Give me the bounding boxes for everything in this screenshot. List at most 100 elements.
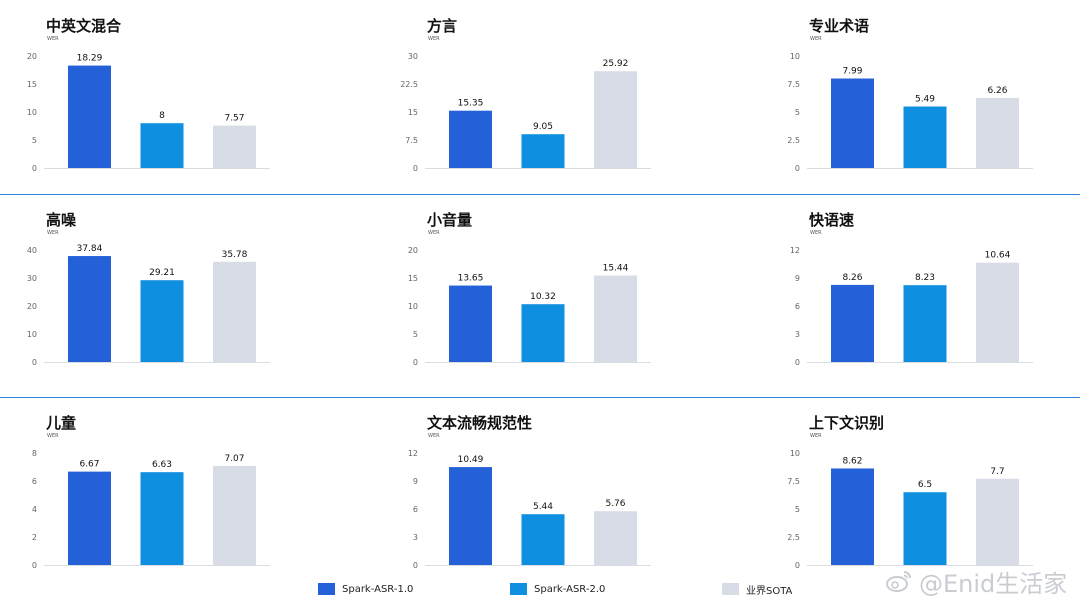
data-label: 10.32 bbox=[530, 292, 556, 302]
bar bbox=[594, 511, 637, 565]
data-label: 13.65 bbox=[458, 274, 484, 284]
data-label: 7.57 bbox=[224, 114, 244, 124]
y-tick-label: 0 bbox=[795, 358, 800, 367]
watermark: @Enid生活家 bbox=[885, 566, 1068, 598]
y-tick-label: 10 bbox=[790, 52, 800, 61]
chart-title: 上下文识别 bbox=[809, 414, 884, 432]
y-tick-label: 20 bbox=[27, 52, 37, 61]
chart-title: 小音量 bbox=[427, 211, 472, 229]
y-tick-label: 8 bbox=[32, 449, 37, 458]
chart-title: 中英文混合 bbox=[46, 17, 122, 35]
y-tick-label: 2 bbox=[32, 533, 37, 542]
bar bbox=[213, 466, 256, 565]
y-tick-label: 4 bbox=[32, 505, 37, 514]
y-tick-label: 30 bbox=[408, 52, 418, 61]
y-tick-label: 40 bbox=[27, 246, 37, 255]
data-label: 29.21 bbox=[149, 268, 175, 278]
y-tick-label: 20 bbox=[27, 302, 37, 311]
bar bbox=[68, 471, 111, 565]
y-tick-label: 15 bbox=[27, 80, 37, 89]
data-label: 15.44 bbox=[603, 264, 629, 274]
legend-label: Spark-ASR-2.0 bbox=[534, 583, 606, 595]
data-label: 8 bbox=[159, 111, 165, 121]
y-tick-label: 5 bbox=[795, 108, 800, 117]
bar bbox=[903, 106, 947, 168]
data-label: 8.26 bbox=[842, 273, 862, 283]
legend-label: Spark-ASR-1.0 bbox=[342, 583, 414, 595]
bar bbox=[976, 262, 1019, 362]
data-label: 6.26 bbox=[987, 86, 1007, 96]
y-tick-label: 0 bbox=[413, 358, 418, 367]
row-divider-2 bbox=[0, 397, 1080, 398]
bar bbox=[976, 97, 1019, 168]
y-tick-label: 5 bbox=[795, 505, 800, 514]
bar bbox=[521, 134, 565, 168]
data-label: 6.67 bbox=[79, 460, 99, 470]
y-axis-label: WER bbox=[428, 433, 440, 439]
y-tick-label: 9 bbox=[795, 274, 800, 283]
y-tick-label: 5 bbox=[413, 330, 418, 339]
y-tick-label: 0 bbox=[795, 164, 800, 173]
y-tick-label: 30 bbox=[27, 274, 37, 283]
y-tick-label: 6 bbox=[795, 302, 800, 311]
y-tick-label: 5 bbox=[32, 136, 37, 145]
data-label: 8.62 bbox=[842, 456, 862, 466]
data-label: 6.5 bbox=[918, 480, 932, 490]
y-tick-label: 22.5 bbox=[400, 80, 418, 89]
data-label: 18.29 bbox=[77, 54, 103, 64]
y-tick-label: 10 bbox=[27, 330, 37, 339]
y-axis-label: WER bbox=[428, 230, 440, 236]
chart-title: 快语速 bbox=[809, 211, 854, 229]
chart-title: 专业术语 bbox=[809, 17, 869, 35]
y-axis-label: WER bbox=[47, 36, 59, 42]
bar bbox=[213, 125, 256, 168]
data-label: 5.76 bbox=[605, 499, 625, 509]
bar bbox=[521, 514, 565, 565]
y-tick-label: 7.5 bbox=[787, 80, 800, 89]
bar bbox=[831, 284, 874, 362]
legend-label: 业界SOTA bbox=[746, 585, 793, 597]
bar bbox=[594, 71, 637, 168]
bar bbox=[521, 304, 565, 362]
y-axis-label: WER bbox=[47, 230, 59, 236]
y-tick-label: 2.5 bbox=[787, 533, 800, 542]
y-tick-label: 3 bbox=[795, 330, 800, 339]
bar bbox=[449, 285, 492, 362]
chart-title: 方言 bbox=[427, 17, 457, 35]
legend-item-spark-asr-1: Spark-ASR-1.0 bbox=[318, 582, 413, 596]
y-tick-label: 15 bbox=[408, 108, 418, 117]
data-label: 35.78 bbox=[222, 250, 248, 260]
data-label: 7.7 bbox=[990, 467, 1004, 477]
data-label: 25.92 bbox=[603, 59, 629, 69]
y-tick-label: 0 bbox=[32, 561, 37, 570]
y-tick-label: 0 bbox=[413, 561, 418, 570]
y-tick-label: 2.5 bbox=[787, 136, 800, 145]
bar bbox=[449, 467, 492, 565]
y-tick-label: 3 bbox=[413, 533, 418, 542]
y-tick-label: 15 bbox=[408, 274, 418, 283]
bar bbox=[449, 110, 492, 168]
y-tick-label: 10 bbox=[408, 302, 418, 311]
data-label: 10.49 bbox=[458, 455, 484, 465]
y-tick-label: 12 bbox=[790, 246, 800, 255]
data-label: 7.99 bbox=[842, 67, 862, 77]
y-tick-label: 0 bbox=[32, 358, 37, 367]
y-tick-label: 7.5 bbox=[787, 477, 800, 486]
y-axis-label: WER bbox=[47, 433, 59, 439]
bar bbox=[903, 492, 947, 565]
bar bbox=[140, 123, 184, 168]
watermark-text: @Enid生活家 bbox=[919, 569, 1068, 598]
chart-title: 高噪 bbox=[46, 211, 77, 229]
data-label: 6.63 bbox=[152, 460, 172, 470]
chart-title: 儿童 bbox=[45, 414, 76, 432]
bar bbox=[594, 275, 637, 362]
data-label: 7.07 bbox=[224, 454, 244, 464]
data-label: 8.23 bbox=[915, 273, 935, 283]
y-tick-label: 6 bbox=[32, 477, 37, 486]
row-divider-1 bbox=[0, 194, 1080, 195]
